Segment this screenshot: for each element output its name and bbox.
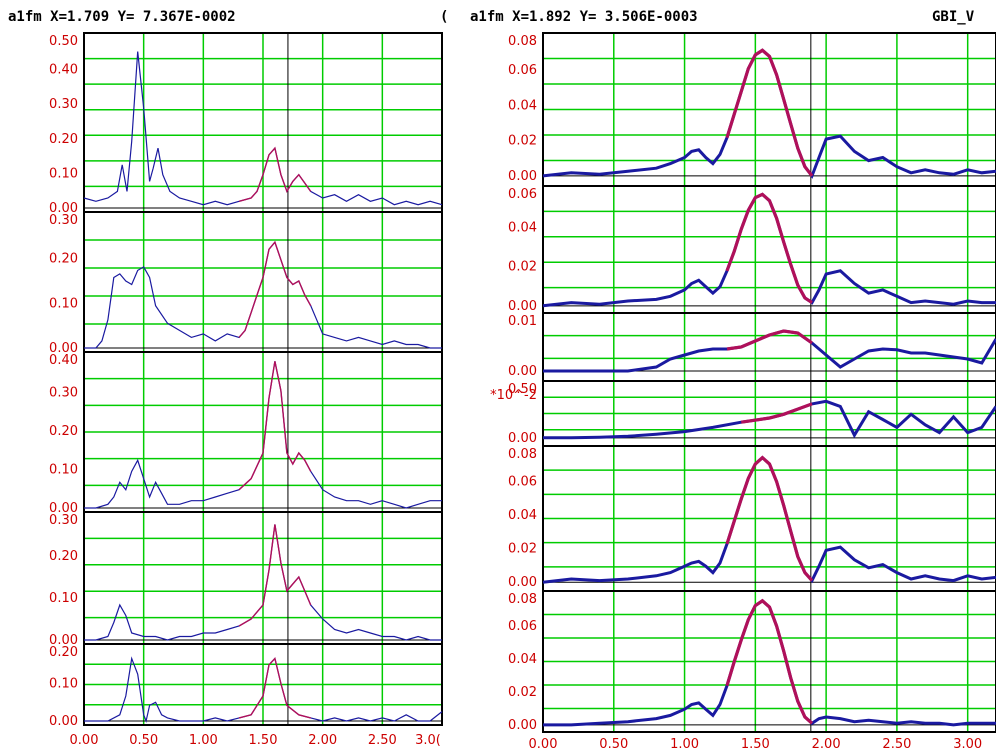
y-tick-label: 0.20 bbox=[49, 549, 78, 564]
right-panel-4: 0.08 0.06 0.04 0.02 0.00 bbox=[508, 445, 996, 592]
y-tick-label: 0.30 bbox=[49, 97, 78, 112]
left-panel-2: 0.40 0.30 0.20 0.10 0.00 bbox=[49, 351, 443, 516]
y-tick-label: 0.20 bbox=[49, 424, 78, 439]
y-tick-label: 0.20 bbox=[49, 132, 78, 147]
y-tick-label: 0.10 bbox=[49, 463, 78, 478]
y-tick-label: 0.30 bbox=[49, 513, 78, 528]
y-tick-label: 0.02 bbox=[508, 260, 537, 275]
x-tick-label: 2.00 bbox=[812, 737, 841, 751]
y-tick-label: 0.02 bbox=[508, 542, 537, 557]
trace-line bbox=[542, 455, 996, 584]
y-tick-label: 0.00 bbox=[508, 169, 537, 184]
panel-frame bbox=[83, 643, 443, 726]
y-tick-label: 0.00 bbox=[49, 714, 78, 729]
y-tick-label: 0.10 bbox=[49, 591, 78, 606]
y-tick-label: 0.00 bbox=[49, 341, 78, 356]
y-tick-label: 0.10 bbox=[49, 296, 78, 311]
trace-highlight bbox=[726, 329, 813, 351]
y-tick-label: 0.00 bbox=[508, 575, 537, 590]
right-panel-3: *10^-20.50 0.00 bbox=[490, 380, 996, 447]
y-tick-label: 0.06 bbox=[508, 187, 537, 202]
trace-highlight bbox=[238, 361, 312, 491]
x-tick-label: 0.00 bbox=[70, 733, 99, 748]
y-tick-label: 0.00 bbox=[508, 299, 537, 314]
y-tick-label: 0.00 bbox=[49, 501, 78, 516]
trace-line bbox=[543, 598, 996, 727]
trace-highlight bbox=[725, 48, 814, 177]
y-tick-label: 0.04 bbox=[508, 652, 537, 667]
x-tick-label: 0.50 bbox=[599, 737, 628, 751]
trace-highlight bbox=[725, 598, 814, 725]
left-panel-4: 0.20 0.10 0.00 bbox=[49, 643, 443, 729]
y-tick-label: 0.50 bbox=[508, 382, 537, 397]
x-tick-label: 1.00 bbox=[189, 733, 218, 748]
y-tick-label: 0.06 bbox=[508, 63, 537, 78]
x-tick-label: 3.00 bbox=[953, 737, 982, 751]
y-tick-label: 0.02 bbox=[508, 685, 537, 700]
left-header-clipped-text: ( bbox=[440, 9, 448, 25]
x-tick-label: 2.00 bbox=[308, 733, 337, 748]
y-tick-label: 0.04 bbox=[508, 508, 537, 523]
right-panel-1: 0.06 0.04 0.02 0.00 bbox=[508, 185, 996, 314]
panel-frame bbox=[542, 185, 996, 314]
y-tick-label: 0.00 bbox=[508, 431, 537, 446]
left-panel-0: 0.50 0.40 0.30 0.20 0.10 0.00 bbox=[49, 32, 443, 216]
y-tick-label: 0.04 bbox=[508, 98, 537, 113]
y-tick-label: 0.40 bbox=[49, 353, 78, 368]
y-tick-label: 0.30 bbox=[49, 386, 78, 401]
trace-highlight bbox=[238, 146, 312, 202]
x-tick-label: 2.50 bbox=[368, 733, 397, 748]
y-tick-label: 0.06 bbox=[508, 475, 537, 490]
y-tick-label: 0.10 bbox=[49, 677, 78, 692]
y-tick-label: 0.00 bbox=[508, 364, 537, 379]
y-tick-label: 0.20 bbox=[49, 252, 78, 267]
right-panel-5: 0.08 0.06 0.04 0.02 0.00 bbox=[508, 590, 996, 733]
y-tick-label: 0.01 bbox=[508, 314, 537, 329]
x-tick-label: 0.00 bbox=[529, 737, 558, 751]
y-tick-label: 0.10 bbox=[49, 166, 78, 181]
y-tick-label: 0.00 bbox=[49, 633, 78, 648]
trace-highlight bbox=[238, 657, 311, 719]
trace-line bbox=[543, 329, 996, 373]
x-tick-label: 1.50 bbox=[741, 737, 770, 751]
trace-highlight bbox=[725, 455, 814, 582]
y-tick-label: 0.40 bbox=[49, 63, 78, 78]
x-tick-label: 1.00 bbox=[670, 737, 699, 751]
left-panel-1: 0.30 0.20 0.10 0.00 bbox=[49, 211, 443, 356]
trace-line bbox=[543, 399, 996, 440]
y-tick-label: 0.08 bbox=[508, 447, 537, 462]
y-tick-label: 0.06 bbox=[508, 619, 537, 634]
trace-highlight bbox=[238, 240, 312, 338]
y-tick-label: 0.08 bbox=[508, 592, 537, 607]
x-tick-label: 0.50 bbox=[129, 733, 158, 748]
left-cursor-readout: a1fm X=1.709 Y= 7.367E-0002 bbox=[8, 9, 236, 25]
x-tick-label: 3.0( bbox=[415, 733, 441, 748]
y-tick-label: 0.02 bbox=[508, 134, 537, 149]
trace-line bbox=[542, 48, 996, 179]
panel-frame bbox=[542, 590, 996, 733]
trace-highlight bbox=[238, 524, 312, 627]
x-tick-label: 2.50 bbox=[882, 737, 911, 751]
right-panel-2: 0.01 0.00 bbox=[508, 312, 996, 382]
trace-highlight bbox=[740, 402, 813, 424]
y-tick-label: 0.30 bbox=[49, 213, 78, 228]
y-tick-label: 0.50 bbox=[49, 34, 78, 49]
y-tick-label: 0.20 bbox=[49, 645, 78, 660]
y-tick-label: 0.00 bbox=[508, 718, 537, 733]
trace-highlight bbox=[725, 192, 813, 304]
y-tick-label: 0.00 bbox=[49, 201, 78, 216]
right-header-label: GBI_V bbox=[932, 9, 975, 25]
y-tick-label: *10^-2 bbox=[490, 388, 537, 403]
right-panel-0: 0.08 0.06 0.04 0.02 0.00 bbox=[508, 32, 996, 187]
x-tick-label: 1.50 bbox=[249, 733, 278, 748]
left-panel-3: 0.30 0.20 0.10 0.00 bbox=[49, 511, 443, 648]
y-tick-label: 0.04 bbox=[508, 220, 537, 235]
right-cursor-readout: a1fm X=1.892 Y= 3.506E-0003 bbox=[470, 9, 698, 25]
y-tick-label: 0.08 bbox=[508, 34, 537, 49]
